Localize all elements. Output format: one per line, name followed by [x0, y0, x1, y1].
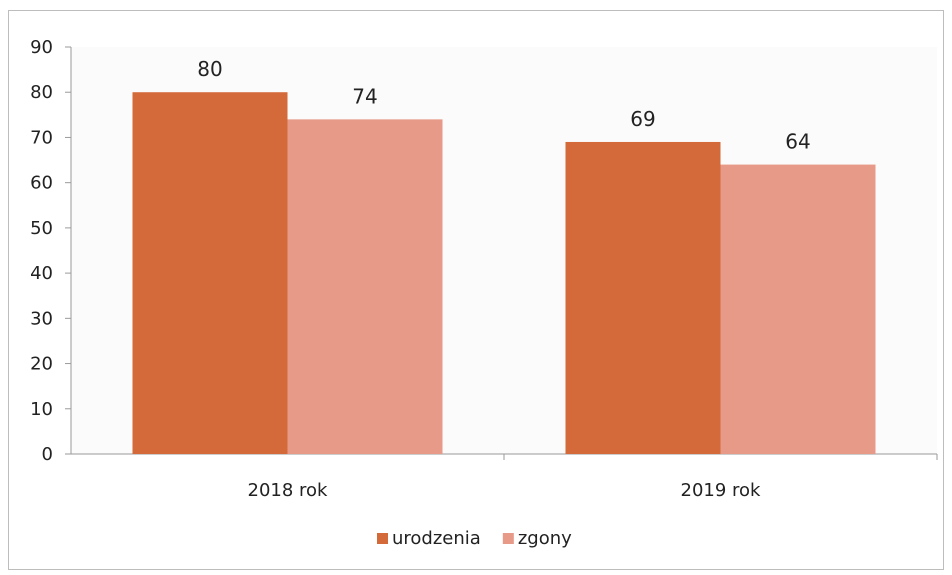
y-tick-label: 30 [30, 308, 53, 329]
legend-swatch [502, 533, 514, 544]
x-category-label: 2018 rok [248, 480, 329, 501]
y-tick-label: 20 [30, 354, 53, 375]
bar [287, 119, 443, 454]
y-tick-label: 60 [30, 173, 53, 194]
legend-label: urodzenia [392, 528, 481, 549]
bar [720, 164, 876, 455]
y-tick-label: 80 [30, 82, 53, 103]
chart-frame: 0 10 20 30 40 50 60 70 80 90 80 74 2018 rok 69 64 2019 … [8, 10, 944, 570]
legend-swatch [377, 533, 388, 544]
data-label: 64 [785, 130, 810, 154]
data-label: 69 [630, 107, 655, 131]
y-tick-label: 10 [30, 399, 53, 420]
y-tick-label: 90 [30, 37, 53, 58]
y-tick-label: 70 [30, 127, 53, 148]
y-tick-label: 0 [42, 444, 53, 465]
legend-label: zgony [518, 528, 572, 549]
data-label: 80 [197, 57, 222, 81]
y-tick-label: 50 [30, 218, 53, 239]
bar-chart: 0 10 20 30 40 50 60 70 80 90 80 74 2018 rok 69 64 2019 … [30, 37, 938, 549]
bar [565, 141, 721, 454]
y-tick-label: 40 [30, 263, 53, 284]
bar [132, 92, 288, 454]
data-label: 74 [352, 84, 377, 108]
x-category-label: 2019 rok [681, 480, 762, 501]
